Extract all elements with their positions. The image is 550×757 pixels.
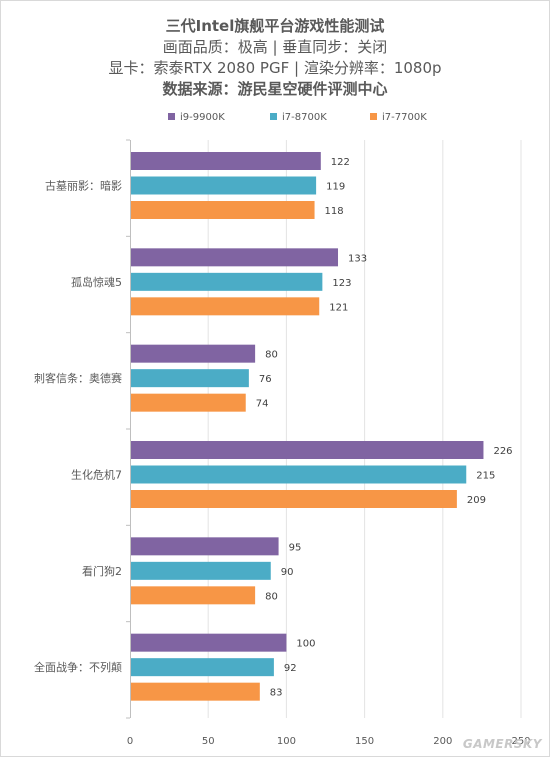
- bar-5-0: [131, 633, 287, 652]
- bar-1-0: [131, 248, 339, 267]
- chart-data-source: 数据来源：游民星空硬件评测中心: [162, 80, 388, 98]
- data-label-4-0: 95: [289, 542, 302, 553]
- bar-3-2: [131, 490, 457, 508]
- legend-item-i9-9900k: i9-9900K: [168, 110, 225, 126]
- bar-0-1: [131, 176, 317, 195]
- x-tick-label-150: 150: [355, 736, 374, 747]
- data-label-2-2: 74: [256, 399, 269, 410]
- data-label-0-2: 118: [325, 206, 344, 217]
- data-label-5-0: 100: [296, 639, 315, 650]
- bar-1-2: [131, 297, 320, 316]
- x-tick-label-200: 200: [433, 736, 452, 747]
- data-label-2-1: 76: [259, 374, 272, 385]
- category-label-2: 刺客信条：奥德赛: [34, 371, 122, 385]
- bar-4-0: [131, 537, 279, 556]
- data-label-4-1: 90: [281, 567, 294, 578]
- legend-label-i7-7700k: i7-7700K: [382, 112, 427, 123]
- data-label-1-0: 133: [348, 253, 367, 264]
- legend-swatch-i9-9900k: [168, 112, 175, 120]
- bar-4-1: [131, 561, 271, 580]
- data-label-4-2: 80: [265, 591, 278, 602]
- bar-5-2: [131, 682, 260, 701]
- bar-0-2: [131, 201, 315, 219]
- bar-0-0: [131, 152, 321, 170]
- data-label-3-0: 226: [493, 446, 512, 457]
- data-label-5-1: 92: [284, 663, 297, 674]
- bar-2-2: [131, 393, 246, 412]
- legend-item-i7-7700k: i7-7700K: [370, 110, 427, 126]
- data-label-0-1: 119: [326, 182, 345, 193]
- legend-label-i7-8700k: i7-8700K: [282, 112, 327, 123]
- bar-3-1: [131, 465, 467, 484]
- bar-4-2: [131, 586, 256, 605]
- category-label-4: 看门狗2: [82, 564, 122, 578]
- bar-5-1: [131, 658, 274, 677]
- data-label-3-1: 215: [476, 471, 495, 482]
- data-label-1-1: 123: [332, 278, 351, 289]
- chart-subtitle-settings: 画面品质：极高 | 垂直同步：关闭: [162, 38, 388, 56]
- chart-subtitle-gpu: 显卡：索泰RTX 2080 PGF | 渲染分辨率：1080p: [108, 59, 442, 77]
- bar-2-0: [131, 344, 256, 363]
- data-label-1-2: 121: [329, 302, 348, 313]
- category-label-3: 生化危机7: [71, 468, 122, 482]
- legend-swatch-i7-8700k: [270, 112, 277, 120]
- category-label-1: 孤岛惊魂5: [71, 275, 122, 289]
- data-label-3-2: 209: [467, 495, 486, 506]
- gamersky-watermark: GAMERSKY: [462, 737, 542, 751]
- data-label-0-0: 122: [331, 157, 350, 168]
- legend-label-i9-9900k: i9-9900K: [180, 112, 225, 123]
- bar-3-0: [131, 441, 484, 459]
- chart-legend: i9-9900K i7-8700K i7-7700K: [0, 110, 550, 126]
- x-tick-label-250: 250: [511, 736, 530, 747]
- legend-item-i7-8700k: i7-8700K: [270, 110, 327, 126]
- chart-titles: 三代Intel旗舰平台游戏性能测试 画面品质：极高 | 垂直同步：关闭 显卡：索…: [0, 16, 550, 100]
- chart-title: 三代Intel旗舰平台游戏性能测试: [165, 17, 385, 35]
- x-tick-label-50: 50: [202, 736, 215, 747]
- data-label-5-2: 83: [270, 688, 283, 699]
- category-label-5: 全面战争：不列颠: [34, 660, 122, 674]
- legend-swatch-i7-7700k: [370, 112, 377, 120]
- bar-2-1: [131, 369, 249, 388]
- x-tick-label-100: 100: [277, 736, 296, 747]
- category-label-0: 古墓丽影：暗影: [45, 179, 122, 193]
- data-label-2-0: 80: [265, 350, 278, 361]
- bar-1-1: [131, 272, 323, 291]
- x-tick-label-0: 0: [127, 736, 133, 747]
